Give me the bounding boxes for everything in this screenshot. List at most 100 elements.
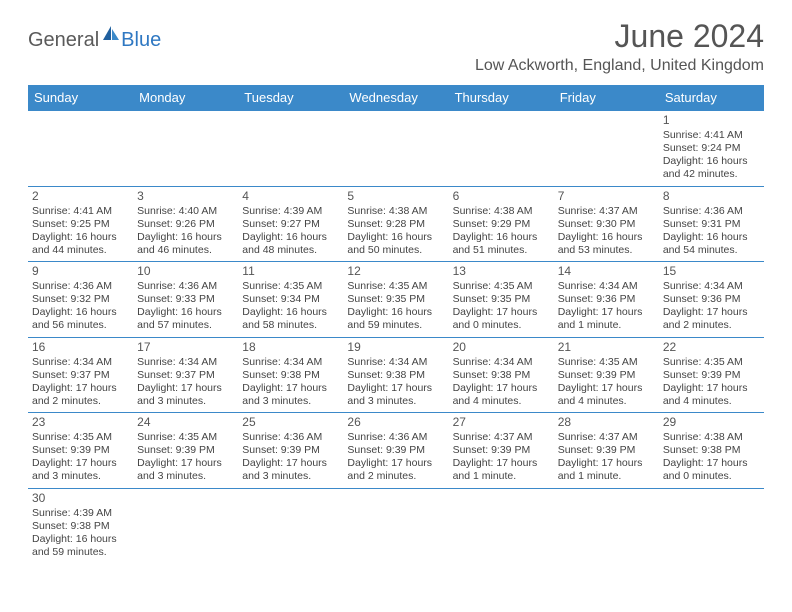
calendar-cell: 3Sunrise: 4:40 AMSunset: 9:26 PMDaylight…: [133, 186, 238, 262]
day-number: 16: [32, 340, 129, 355]
logo-text-general: General: [28, 29, 99, 52]
calendar-cell: [238, 488, 343, 563]
daylight-line-2: and 3 minutes.: [242, 395, 339, 408]
daylight-line-2: and 4 minutes.: [558, 395, 655, 408]
daylight-line-1: Daylight: 16 hours: [242, 306, 339, 319]
day-number: 29: [663, 415, 760, 430]
day-info: Sunrise: 4:35 AMSunset: 9:34 PMDaylight:…: [242, 280, 339, 333]
calendar-cell: 30Sunrise: 4:39 AMSunset: 9:38 PMDayligh…: [28, 488, 133, 563]
day-info: Sunrise: 4:36 AMSunset: 9:32 PMDaylight:…: [32, 280, 129, 333]
daylight-line-1: Daylight: 17 hours: [453, 382, 550, 395]
calendar-header-row: SundayMondayTuesdayWednesdayThursdayFrid…: [28, 85, 764, 111]
calendar-row: 9Sunrise: 4:36 AMSunset: 9:32 PMDaylight…: [28, 262, 764, 338]
calendar-cell: 8Sunrise: 4:36 AMSunset: 9:31 PMDaylight…: [659, 186, 764, 262]
day-info: Sunrise: 4:34 AMSunset: 9:38 PMDaylight:…: [453, 356, 550, 409]
sunset-line: Sunset: 9:31 PM: [663, 218, 760, 231]
daylight-line-2: and 1 minute.: [453, 470, 550, 483]
day-info: Sunrise: 4:39 AMSunset: 9:38 PMDaylight:…: [32, 507, 129, 560]
daylight-line-2: and 54 minutes.: [663, 244, 760, 257]
day-number: 21: [558, 340, 655, 355]
daylight-line-1: Daylight: 16 hours: [558, 231, 655, 244]
sunset-line: Sunset: 9:36 PM: [558, 293, 655, 306]
calendar-cell: [554, 111, 659, 187]
daylight-line-2: and 53 minutes.: [558, 244, 655, 257]
sunset-line: Sunset: 9:39 PM: [453, 444, 550, 457]
calendar-cell: 6Sunrise: 4:38 AMSunset: 9:29 PMDaylight…: [449, 186, 554, 262]
daylight-line-2: and 3 minutes.: [137, 395, 234, 408]
day-info: Sunrise: 4:35 AMSunset: 9:39 PMDaylight:…: [558, 356, 655, 409]
day-number: 20: [453, 340, 550, 355]
calendar-cell: 9Sunrise: 4:36 AMSunset: 9:32 PMDaylight…: [28, 262, 133, 338]
day-number: 26: [347, 415, 444, 430]
daylight-line-1: Daylight: 17 hours: [663, 382, 760, 395]
daylight-line-2: and 1 minute.: [558, 319, 655, 332]
sunset-line: Sunset: 9:38 PM: [32, 520, 129, 533]
sunset-line: Sunset: 9:39 PM: [242, 444, 339, 457]
sunset-line: Sunset: 9:38 PM: [663, 444, 760, 457]
sunrise-line: Sunrise: 4:34 AM: [242, 356, 339, 369]
sunrise-line: Sunrise: 4:39 AM: [242, 205, 339, 218]
weekday-header: Wednesday: [343, 85, 448, 111]
daylight-line-1: Daylight: 17 hours: [32, 457, 129, 470]
day-info: Sunrise: 4:34 AMSunset: 9:36 PMDaylight:…: [663, 280, 760, 333]
day-number: 2: [32, 189, 129, 204]
calendar-cell: [343, 488, 448, 563]
calendar-cell: [133, 111, 238, 187]
daylight-line-1: Daylight: 17 hours: [453, 457, 550, 470]
logo-sail-icon: [101, 24, 121, 47]
calendar-cell: 18Sunrise: 4:34 AMSunset: 9:38 PMDayligh…: [238, 337, 343, 413]
day-number: 18: [242, 340, 339, 355]
daylight-line-1: Daylight: 16 hours: [347, 231, 444, 244]
calendar-cell: 13Sunrise: 4:35 AMSunset: 9:35 PMDayligh…: [449, 262, 554, 338]
sunrise-line: Sunrise: 4:37 AM: [558, 205, 655, 218]
sunset-line: Sunset: 9:37 PM: [137, 369, 234, 382]
sunset-line: Sunset: 9:39 PM: [663, 369, 760, 382]
sunset-line: Sunset: 9:39 PM: [137, 444, 234, 457]
day-info: Sunrise: 4:37 AMSunset: 9:39 PMDaylight:…: [453, 431, 550, 484]
sunrise-line: Sunrise: 4:35 AM: [558, 356, 655, 369]
day-number: 24: [137, 415, 234, 430]
day-info: Sunrise: 4:35 AMSunset: 9:39 PMDaylight:…: [137, 431, 234, 484]
calendar-cell: 22Sunrise: 4:35 AMSunset: 9:39 PMDayligh…: [659, 337, 764, 413]
sunrise-line: Sunrise: 4:38 AM: [453, 205, 550, 218]
day-info: Sunrise: 4:37 AMSunset: 9:30 PMDaylight:…: [558, 205, 655, 258]
calendar-cell: 25Sunrise: 4:36 AMSunset: 9:39 PMDayligh…: [238, 413, 343, 489]
calendar-cell: [133, 488, 238, 563]
header: General Blue June 2024 Low Ackworth, Eng…: [28, 18, 764, 75]
sunrise-line: Sunrise: 4:39 AM: [32, 507, 129, 520]
daylight-line-1: Daylight: 16 hours: [453, 231, 550, 244]
sunset-line: Sunset: 9:38 PM: [242, 369, 339, 382]
sunset-line: Sunset: 9:36 PM: [663, 293, 760, 306]
weekday-header: Friday: [554, 85, 659, 111]
day-info: Sunrise: 4:35 AMSunset: 9:39 PMDaylight:…: [663, 356, 760, 409]
calendar-cell: 7Sunrise: 4:37 AMSunset: 9:30 PMDaylight…: [554, 186, 659, 262]
calendar-cell: 16Sunrise: 4:34 AMSunset: 9:37 PMDayligh…: [28, 337, 133, 413]
sunset-line: Sunset: 9:35 PM: [453, 293, 550, 306]
sunrise-line: Sunrise: 4:36 AM: [32, 280, 129, 293]
calendar-row: 16Sunrise: 4:34 AMSunset: 9:37 PMDayligh…: [28, 337, 764, 413]
day-info: Sunrise: 4:34 AMSunset: 9:37 PMDaylight:…: [32, 356, 129, 409]
calendar-cell: 19Sunrise: 4:34 AMSunset: 9:38 PMDayligh…: [343, 337, 448, 413]
sunset-line: Sunset: 9:35 PM: [347, 293, 444, 306]
daylight-line-2: and 50 minutes.: [347, 244, 444, 257]
sunset-line: Sunset: 9:39 PM: [32, 444, 129, 457]
calendar-cell: 15Sunrise: 4:34 AMSunset: 9:36 PMDayligh…: [659, 262, 764, 338]
sunrise-line: Sunrise: 4:36 AM: [347, 431, 444, 444]
day-info: Sunrise: 4:35 AMSunset: 9:35 PMDaylight:…: [453, 280, 550, 333]
day-number: 22: [663, 340, 760, 355]
calendar-cell: 23Sunrise: 4:35 AMSunset: 9:39 PMDayligh…: [28, 413, 133, 489]
daylight-line-1: Daylight: 17 hours: [242, 382, 339, 395]
daylight-line-1: Daylight: 17 hours: [453, 306, 550, 319]
daylight-line-1: Daylight: 17 hours: [663, 306, 760, 319]
day-number: 14: [558, 264, 655, 279]
daylight-line-1: Daylight: 16 hours: [32, 533, 129, 546]
daylight-line-1: Daylight: 17 hours: [558, 457, 655, 470]
daylight-line-1: Daylight: 17 hours: [137, 382, 234, 395]
daylight-line-2: and 2 minutes.: [347, 470, 444, 483]
calendar-cell: 12Sunrise: 4:35 AMSunset: 9:35 PMDayligh…: [343, 262, 448, 338]
month-title: June 2024: [475, 18, 764, 55]
daylight-line-2: and 2 minutes.: [663, 319, 760, 332]
calendar-cell: 17Sunrise: 4:34 AMSunset: 9:37 PMDayligh…: [133, 337, 238, 413]
calendar-cell: 4Sunrise: 4:39 AMSunset: 9:27 PMDaylight…: [238, 186, 343, 262]
day-info: Sunrise: 4:35 AMSunset: 9:39 PMDaylight:…: [32, 431, 129, 484]
